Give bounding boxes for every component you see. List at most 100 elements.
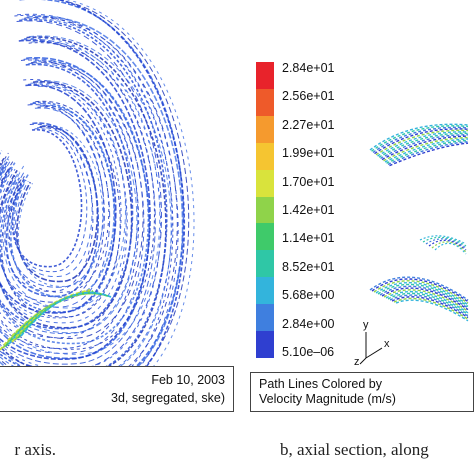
pathline — [387, 292, 469, 315]
left-caption: r axis. — [14, 440, 56, 459]
pathline — [16, 125, 99, 283]
colorbar-label: 1.14e+01 — [282, 231, 335, 246]
legend-title-line2: Velocity Magnitude (m/s) — [259, 392, 396, 406]
axis-y-label: y — [363, 319, 369, 331]
pathline — [0, 84, 117, 314]
left-panel: Feb 10, 2003 3d, segregated, ske) r axis… — [0, 0, 234, 459]
pathline — [422, 236, 467, 247]
pathline — [0, 104, 105, 303]
colorbar-segment — [256, 62, 274, 90]
pathline — [375, 282, 469, 306]
pathline — [4, 123, 94, 292]
pathline — [14, 127, 93, 277]
pathline — [385, 291, 469, 314]
colorbar-label: 2.27e+01 — [282, 117, 335, 132]
pathline — [0, 39, 156, 365]
pathline — [0, 14, 174, 396]
pathline — [377, 131, 469, 157]
pathline — [0, 13, 179, 401]
pathline — [8, 106, 110, 293]
pathline — [0, 63, 134, 330]
pathline — [0, 83, 122, 319]
pathline — [369, 123, 469, 151]
colorbar-segment — [256, 223, 274, 251]
pathline — [0, 58, 145, 354]
pathline — [431, 241, 467, 253]
axis-triad-icon — [359, 332, 383, 365]
left-solver-info: 3d, segregated, ske) — [111, 391, 225, 405]
pathline — [0, 61, 144, 339]
colorbar-segment — [256, 169, 274, 198]
pathline — [379, 285, 469, 309]
right-legend-box: Path Lines Colored by Velocity Magnitude… — [250, 372, 474, 412]
pathline — [7, 107, 104, 288]
colorbar-segment — [256, 88, 274, 117]
pathline — [2, 86, 126, 309]
pathline — [0, 103, 111, 308]
pathline — [384, 138, 469, 163]
pathline — [0, 17, 178, 386]
pathline — [381, 135, 469, 161]
pathline — [386, 139, 469, 164]
pathline — [371, 278, 469, 303]
pathline — [0, 20, 162, 371]
pathline — [11, 129, 83, 268]
pathline — [0, 79, 128, 338]
legend-title-line1: Path Lines Colored by — [259, 377, 382, 391]
pathline — [381, 287, 469, 311]
pathline — [0, 63, 139, 334]
pathline — [0, 60, 150, 345]
colorbar-segment — [256, 142, 274, 171]
right-panel: 2.84e+01 2.56e+01 2.27e+01 1.99e+01 1.70e+01… — [240, 0, 474, 474]
pathline — [374, 128, 469, 155]
pathline — [434, 242, 467, 255]
pathline — [428, 239, 467, 251]
velocity-colorbar — [256, 62, 274, 359]
pathline — [0, 19, 168, 376]
pathline — [371, 125, 469, 152]
pathline — [393, 297, 469, 320]
pathline — [389, 294, 469, 317]
colorbar-label: 2.56e+01 — [282, 89, 335, 104]
pathline — [1, 101, 121, 318]
colorbar-label: 1.42e+01 — [282, 203, 335, 217]
colorbar-label: 1.70e+01 — [282, 174, 335, 189]
pathline — [395, 299, 469, 322]
pathline — [391, 296, 469, 319]
pathline — [377, 283, 469, 307]
colorbar-label: 1.99e+01 — [282, 146, 335, 161]
left-info-box: Feb 10, 2003 3d, segregated, ske) — [0, 366, 234, 412]
pathline — [387, 141, 469, 166]
axis-x-label: x — [384, 338, 390, 350]
pathline — [0, 18, 173, 381]
pathline — [383, 289, 469, 312]
right-pathlines — [369, 123, 469, 322]
pathline — [372, 126, 469, 153]
left-pathlines — [0, 0, 195, 407]
right-caption: b, axial section, along — [280, 440, 429, 459]
pathline-fast — [0, 289, 91, 351]
pathline — [0, 37, 161, 370]
pathline — [378, 132, 469, 158]
pathline — [369, 276, 469, 301]
pathline — [389, 142, 469, 167]
colorbar-label: 2.84e+00 — [282, 316, 335, 331]
left-date: Feb 10, 2003 — [151, 373, 225, 387]
pathline — [17, 125, 104, 287]
pathline — [375, 129, 469, 156]
pathline — [13, 128, 88, 272]
colorbar-label: 8.52e+01 — [282, 259, 335, 274]
colorbar-label: 5.10e–06 — [282, 345, 335, 359]
pathline — [383, 136, 469, 162]
pathline — [5, 122, 100, 297]
pathline — [0, 35, 172, 380]
pathline — [0, 82, 127, 324]
colorbar-segment — [256, 304, 274, 332]
axis-z-label: z — [354, 356, 360, 368]
axis-triad: y x z — [354, 318, 396, 368]
colorbar-segment — [256, 115, 274, 144]
colorbar-segment — [256, 196, 274, 224]
pathline-fast — [20, 291, 112, 337]
colorbar-label: 2.84e+01 — [282, 61, 335, 75]
